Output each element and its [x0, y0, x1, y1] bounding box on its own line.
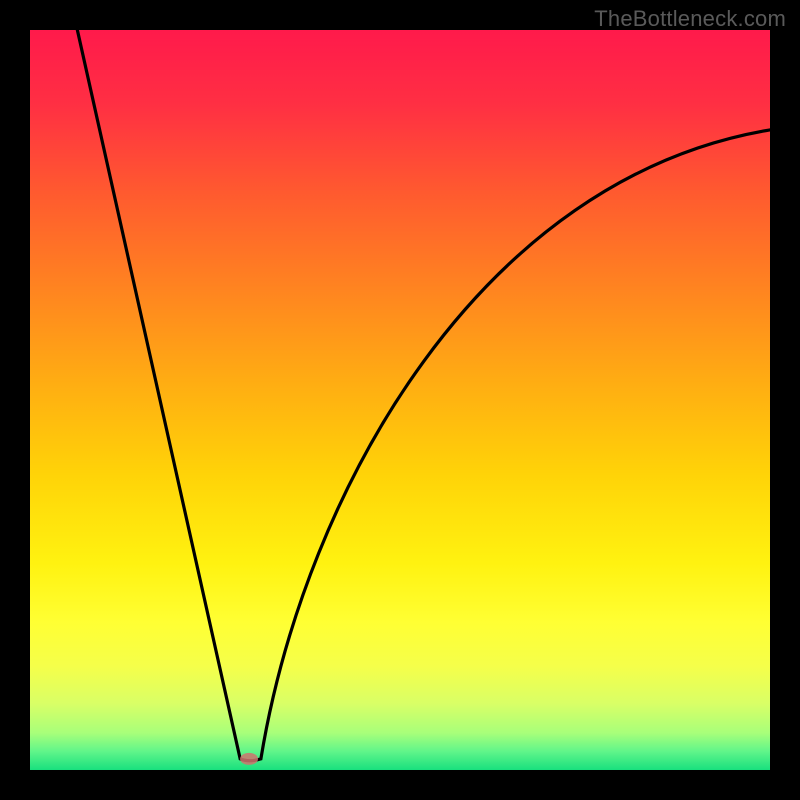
optimum-marker — [240, 753, 258, 765]
watermark-label: TheBottleneck.com — [594, 6, 786, 32]
bottleneck-curve-layer — [0, 0, 800, 800]
bottleneck-curve-path — [77, 30, 770, 761]
chart-container: TheBottleneck.com — [0, 0, 800, 800]
